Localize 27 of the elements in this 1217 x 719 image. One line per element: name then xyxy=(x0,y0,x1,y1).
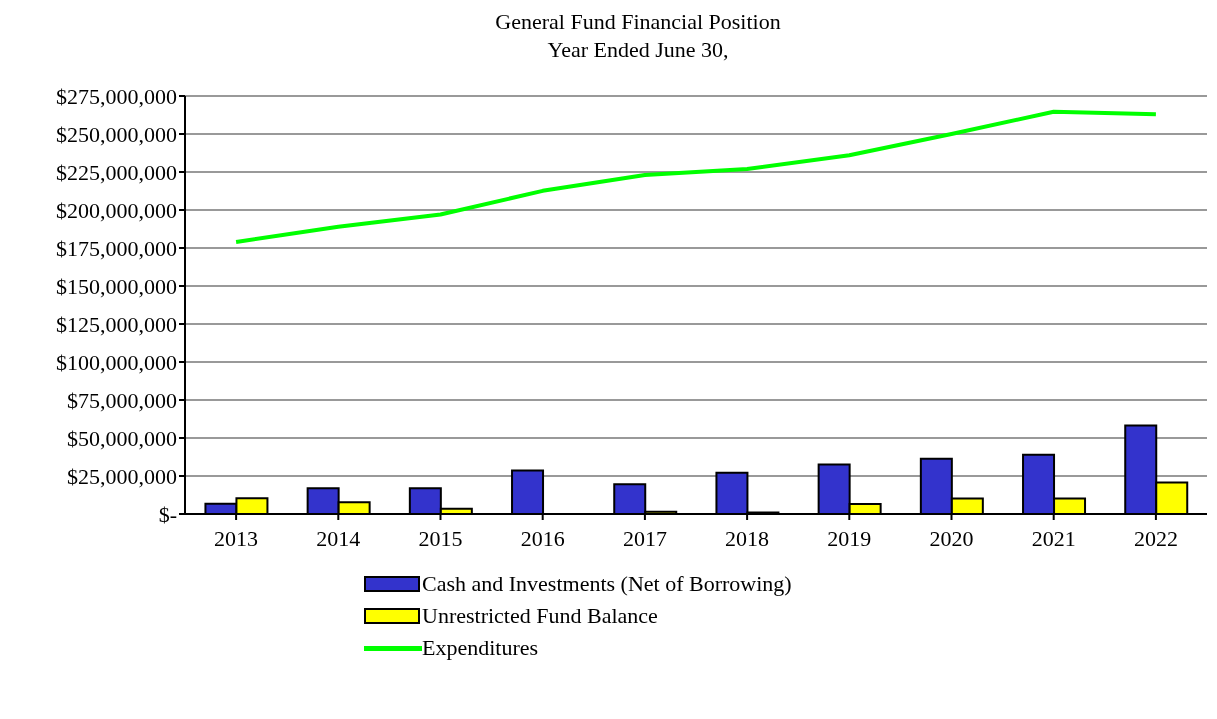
x-tick-label: 2016 xyxy=(520,525,565,551)
y-tick-label: $200,000,000 xyxy=(56,197,177,223)
x-tick-label: 2019 xyxy=(827,525,872,551)
chart-subtitle: Year Ended June 30, xyxy=(546,36,730,64)
y-tick-label: $225,000,000 xyxy=(56,159,177,185)
x-tick-label: 2015 xyxy=(418,525,463,551)
x-tick-label: 2020 xyxy=(929,525,974,551)
x-tick-label: 2013 xyxy=(214,525,259,551)
legend-label: Unrestricted Fund Balance xyxy=(422,603,658,629)
y-tick-label: $50,000,000 xyxy=(67,425,177,451)
x-tick-label: 2017 xyxy=(622,525,667,551)
x-tick-label: 2022 xyxy=(1133,525,1178,551)
y-tick-label: $75,000,000 xyxy=(67,387,177,413)
x-tick-label: 2014 xyxy=(316,525,361,551)
legend-label: Expenditures xyxy=(422,635,539,661)
x-tick-label: 2021 xyxy=(1031,525,1076,551)
x-tick-label: 2018 xyxy=(725,525,770,551)
y-tick-label: $25,000,000 xyxy=(67,463,177,489)
y-tick-label: $175,000,000 xyxy=(56,235,177,261)
legend-label: Cash and Investments (Net of Borrowing) xyxy=(422,571,792,597)
y-tick-label: $- xyxy=(158,501,177,527)
y-tick-label: $275,000,000 xyxy=(56,83,177,109)
y-tick-label: $125,000,000 xyxy=(56,311,177,337)
chart-title: General Fund Financial Position xyxy=(494,8,782,36)
y-tick-label: $150,000,000 xyxy=(56,273,177,299)
y-tick-label: $100,000,000 xyxy=(56,349,177,375)
y-tick-label: $250,000,000 xyxy=(56,121,177,147)
